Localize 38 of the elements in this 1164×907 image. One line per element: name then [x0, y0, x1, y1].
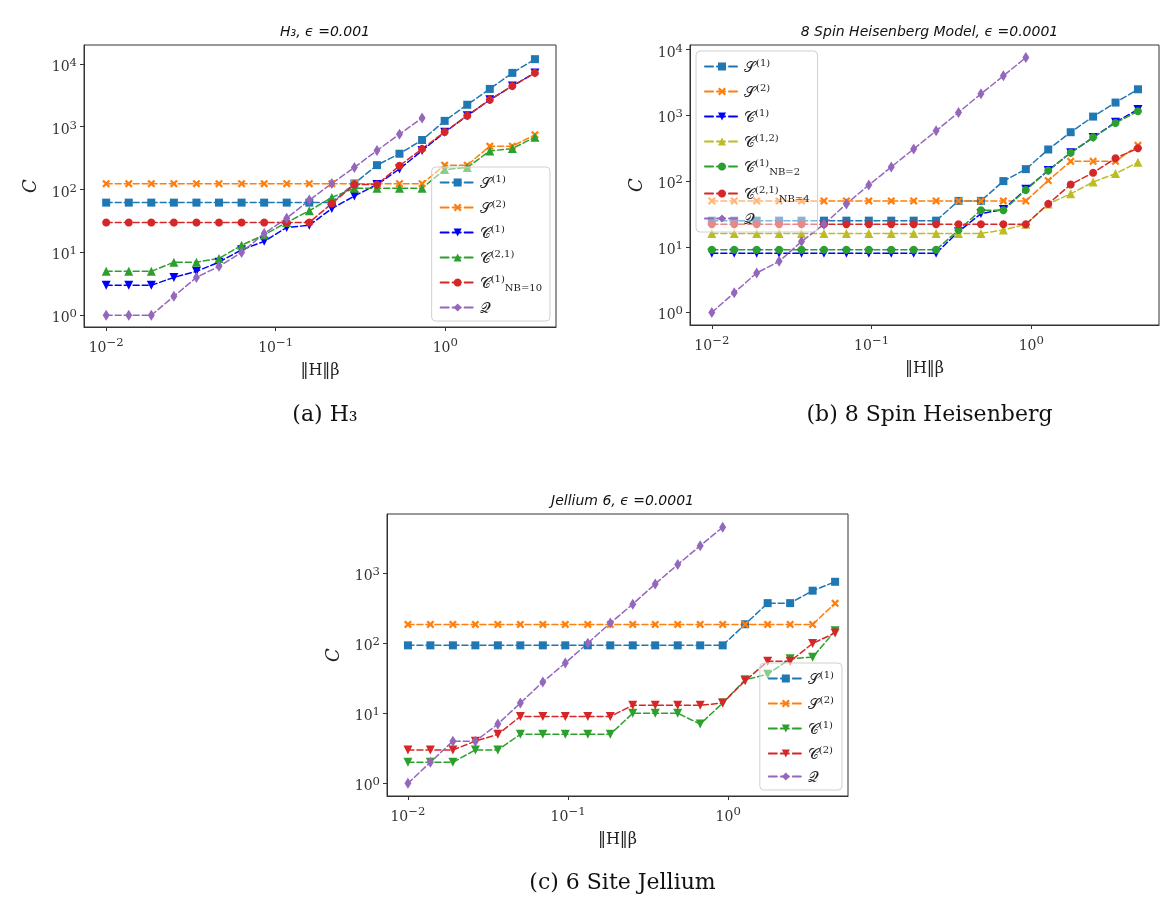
x-tick-label: 10$^{0}$	[1018, 332, 1044, 354]
y-tick-label: 10$^{0}$	[354, 773, 380, 795]
y-tick-label: 10$^{3}$	[657, 105, 683, 127]
legend-label: 𝒬	[744, 209, 755, 228]
x-axis-title: ‖H‖β	[904, 357, 945, 377]
legend-label: 𝒬	[807, 767, 819, 786]
text: (a) H₃	[292, 400, 358, 426]
y-tick-label: 10$^{2}$	[354, 632, 380, 655]
x-tick-label: 10$^{−1}$	[550, 803, 586, 825]
x-tick-label: 10$^{−1}$	[258, 334, 294, 356]
y-tick-label: 10$^{1}$	[657, 236, 683, 259]
y-tick-label: 10$^{2}$	[51, 179, 77, 201]
text: (c) 6 Site Jellium	[529, 868, 716, 894]
chart-title: H₃, ϵ =0.001	[280, 23, 370, 39]
x-tick-label: 10$^{0}$	[432, 334, 458, 356]
text: (b) 8 Spin Heisenberg	[806, 400, 1053, 426]
legend-label: 𝒬	[479, 298, 491, 317]
chart-title: 8 Spin Heisenberg Model, ϵ =0.0001	[800, 23, 1059, 39]
y-tick-label: 10$^{1}$	[354, 702, 380, 725]
x-axis-title: ‖H‖β	[597, 828, 638, 848]
y-axis-title: C	[18, 178, 40, 193]
x-tick-label: 10$^{−1}$	[854, 332, 890, 354]
x-tick-label: 10$^{−2}$	[88, 334, 124, 356]
y-axis-title: C	[321, 647, 343, 662]
y-tick-label: 10$^{3}$	[51, 116, 77, 139]
y-tick-label: 10$^{3}$	[354, 562, 380, 585]
y-tick-label: 10$^{4}$	[657, 39, 683, 62]
y-tick-label: 10$^{4}$	[51, 53, 77, 76]
x-axis-title: ‖H‖β	[300, 359, 340, 379]
x-tick-label: 10$^{−2}$	[390, 803, 426, 825]
x-tick-label: 10$^{0}$	[715, 803, 741, 825]
y-tick-label: 10$^{2}$	[657, 170, 683, 193]
y-tick-label: 10$^{0}$	[657, 302, 683, 324]
y-axis-title: C	[624, 177, 646, 192]
y-tick-label: 10$^{0}$	[51, 304, 77, 327]
chart-title: Jellium 6, ϵ =0.0001	[548, 492, 694, 508]
y-tick-label: 10$^{1}$	[51, 242, 77, 264]
x-tick-label: 10$^{−2}$	[694, 332, 730, 354]
